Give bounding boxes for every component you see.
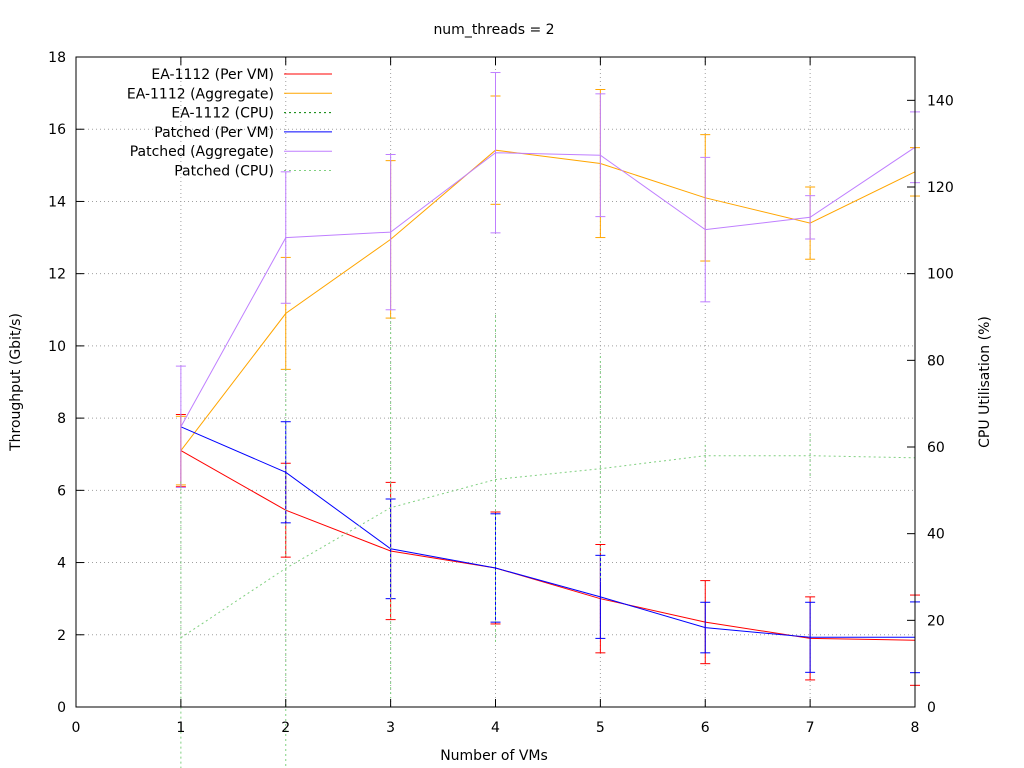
x-tick-label-5: 5 (596, 720, 605, 736)
legend-label: Patched (Aggregate) (130, 144, 274, 160)
series-line-4 (180, 146, 916, 428)
y2-tick-label-5: 100 (927, 267, 954, 283)
legend-label: Patched (CPU) (174, 164, 274, 180)
y-tick-label-1: 2 (57, 628, 66, 644)
x-tick-label-4: 4 (491, 720, 500, 736)
series-line-3 (180, 426, 915, 638)
x-axis-label: Number of VMs (440, 748, 548, 764)
y2-tick-label-6: 120 (927, 180, 954, 196)
y-tick-label-0: 0 (57, 700, 66, 716)
y-tick-label-2: 4 (57, 556, 66, 572)
y2-tick-label-2: 40 (927, 527, 945, 543)
legend-item: EA-1112 (Per VM) (151, 67, 332, 83)
x-tick-label-1: 1 (176, 720, 185, 736)
y2-tick-label-7: 140 (927, 93, 954, 109)
y2-tick-label-0: 0 (927, 700, 936, 716)
legend-item: Patched (Per VM) (154, 125, 332, 141)
y-tick-label-9: 18 (48, 50, 66, 66)
series-4 (175, 72, 920, 488)
x-tick-label-3: 3 (386, 720, 395, 736)
y-tick-label-3: 6 (57, 483, 66, 499)
legend-item: Patched (Aggregate) (130, 144, 332, 160)
x-tick-label-0: 0 (72, 720, 81, 736)
y-tick-label-5: 10 (48, 339, 66, 355)
legend-label: EA-1112 (Aggregate) (127, 86, 274, 102)
y-tick-label-6: 12 (48, 267, 66, 283)
x-tick-label-8: 8 (911, 720, 920, 736)
chart-title: num_threads = 2 (433, 22, 554, 38)
series-line-5 (180, 455, 916, 639)
legend: EA-1112 (Per VM) EA-1112 (Aggregate) EA-11… (127, 67, 332, 180)
legend-label: Patched (Per VM) (154, 125, 274, 141)
axes: 0 1 2 3 4 5 6 7 80246810121416180204060801001201… (48, 50, 954, 736)
y2-tick-label-3: 60 (927, 440, 945, 456)
y-tick-label-4: 8 (57, 411, 66, 427)
x-tick-label-6: 6 (701, 720, 710, 736)
series-layer (175, 72, 920, 768)
y-tick-label-7: 14 (48, 194, 66, 210)
legend-item: Patched (CPU) (174, 164, 332, 180)
x-tick-label-7: 7 (806, 720, 815, 736)
y-tick-label-8: 16 (48, 122, 66, 138)
x-tick-label-2: 2 (281, 720, 290, 736)
y2-tick-label-4: 80 (927, 353, 945, 369)
legend-label: EA-1112 (CPU) (171, 106, 274, 122)
legend-label: EA-1112 (Per VM) (151, 67, 274, 83)
legend-item: EA-1112 (Aggregate) (127, 86, 332, 102)
y-axis-label: Throughput (Gbit/s) (8, 313, 24, 452)
legend-item: EA-1112 (CPU) (171, 106, 332, 122)
y2-axis-label: CPU Utilisation (%) (977, 316, 993, 448)
y2-tick-label-1: 20 (927, 613, 945, 629)
